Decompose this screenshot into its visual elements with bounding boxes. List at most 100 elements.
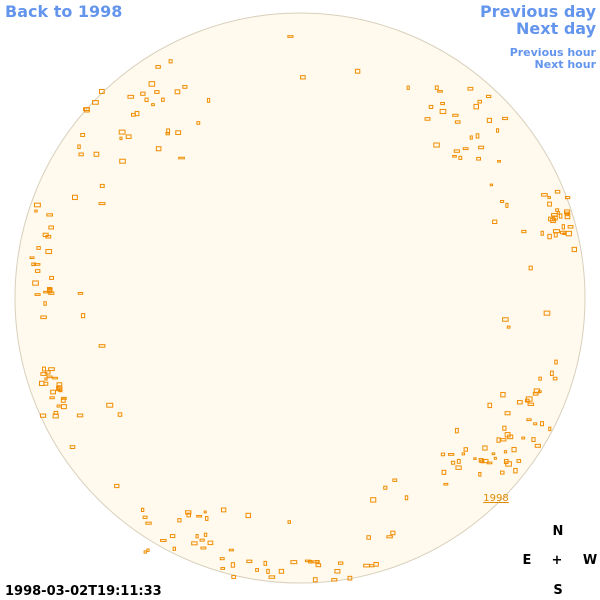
contour: [48, 225, 54, 230]
contour: [182, 85, 188, 89]
contour: [553, 232, 558, 238]
contour: [60, 404, 67, 410]
disk-label[interactable]: 1998: [483, 493, 508, 504]
contour: [406, 85, 410, 90]
contour: [552, 376, 558, 381]
contour: [178, 156, 185, 160]
contour: [48, 367, 55, 372]
contour: [76, 413, 84, 418]
contour: [506, 325, 511, 329]
contour: [268, 575, 276, 579]
contour: [206, 98, 211, 103]
contour: [255, 568, 259, 572]
contour: [331, 578, 338, 582]
contour: [571, 246, 577, 253]
contour: [199, 538, 205, 542]
contour: [134, 110, 140, 117]
contour: [142, 515, 148, 519]
next-hour-link[interactable]: Next hour: [535, 58, 597, 71]
contour: [502, 116, 509, 121]
contour: [43, 290, 50, 294]
contour: [473, 103, 479, 110]
contour: [462, 147, 469, 151]
contour: [390, 530, 396, 536]
contour: [203, 532, 208, 537]
compass-east: E: [523, 553, 532, 568]
contour: [146, 548, 150, 552]
contour: [564, 211, 570, 217]
contour: [554, 359, 558, 365]
contour: [487, 402, 493, 409]
contour: [513, 467, 518, 474]
contour: [392, 478, 398, 482]
contour: [99, 183, 105, 188]
contour: [447, 453, 455, 456]
back-link[interactable]: Back to 1998: [5, 2, 122, 21]
contour: [98, 88, 105, 94]
contour: [44, 377, 48, 381]
contour: [125, 134, 132, 139]
contour: [230, 562, 236, 568]
contour: [61, 396, 67, 400]
contour: [561, 224, 566, 230]
contour: [496, 128, 500, 133]
previous-day-link[interactable]: Previous day: [480, 2, 597, 21]
contour: [554, 189, 561, 194]
contour: [203, 510, 207, 514]
contour: [263, 560, 268, 566]
contour: [502, 425, 507, 431]
contour: [34, 293, 41, 296]
contour: [526, 418, 532, 422]
contour: [548, 216, 555, 222]
next-day-link[interactable]: Next day: [516, 19, 597, 38]
contour: [118, 129, 126, 135]
contour: [50, 389, 56, 395]
compass-north: N: [553, 524, 564, 539]
contour: [452, 155, 457, 158]
contour: [528, 265, 533, 271]
contour: [440, 452, 446, 457]
contour: [29, 256, 35, 260]
contour: [440, 101, 445, 106]
contour: [34, 269, 41, 273]
contour: [246, 559, 253, 564]
contour: [155, 146, 162, 152]
contour: [424, 117, 431, 121]
previous-hour-link[interactable]: Previous hour: [510, 46, 597, 59]
contour: [502, 317, 509, 322]
contour: [36, 246, 41, 250]
compass-south: S: [553, 583, 562, 598]
contour: [245, 512, 251, 519]
contour: [541, 193, 548, 197]
contour: [428, 104, 434, 109]
contour: [228, 548, 234, 552]
contour: [547, 233, 552, 240]
contour: [290, 560, 298, 565]
contour: [476, 156, 482, 161]
contour: [196, 121, 201, 125]
contour: [200, 546, 207, 550]
contour: [166, 128, 171, 134]
contour: [278, 568, 285, 574]
contour: [475, 133, 480, 139]
contour: [469, 135, 473, 140]
contour: [454, 427, 459, 434]
contour: [52, 413, 59, 419]
contour: [287, 520, 291, 524]
contour: [551, 213, 558, 217]
contour: [308, 560, 313, 564]
contour: [140, 91, 146, 96]
contour: [489, 183, 494, 187]
contour: [455, 465, 462, 470]
contour: [485, 94, 492, 99]
contour: [315, 560, 320, 564]
contour: [220, 567, 225, 570]
contour: [437, 90, 443, 93]
contour: [31, 262, 37, 267]
contour: [450, 460, 456, 465]
contour: [148, 81, 156, 87]
contour: [56, 382, 63, 387]
contour: [83, 107, 90, 113]
contour: [547, 201, 552, 207]
